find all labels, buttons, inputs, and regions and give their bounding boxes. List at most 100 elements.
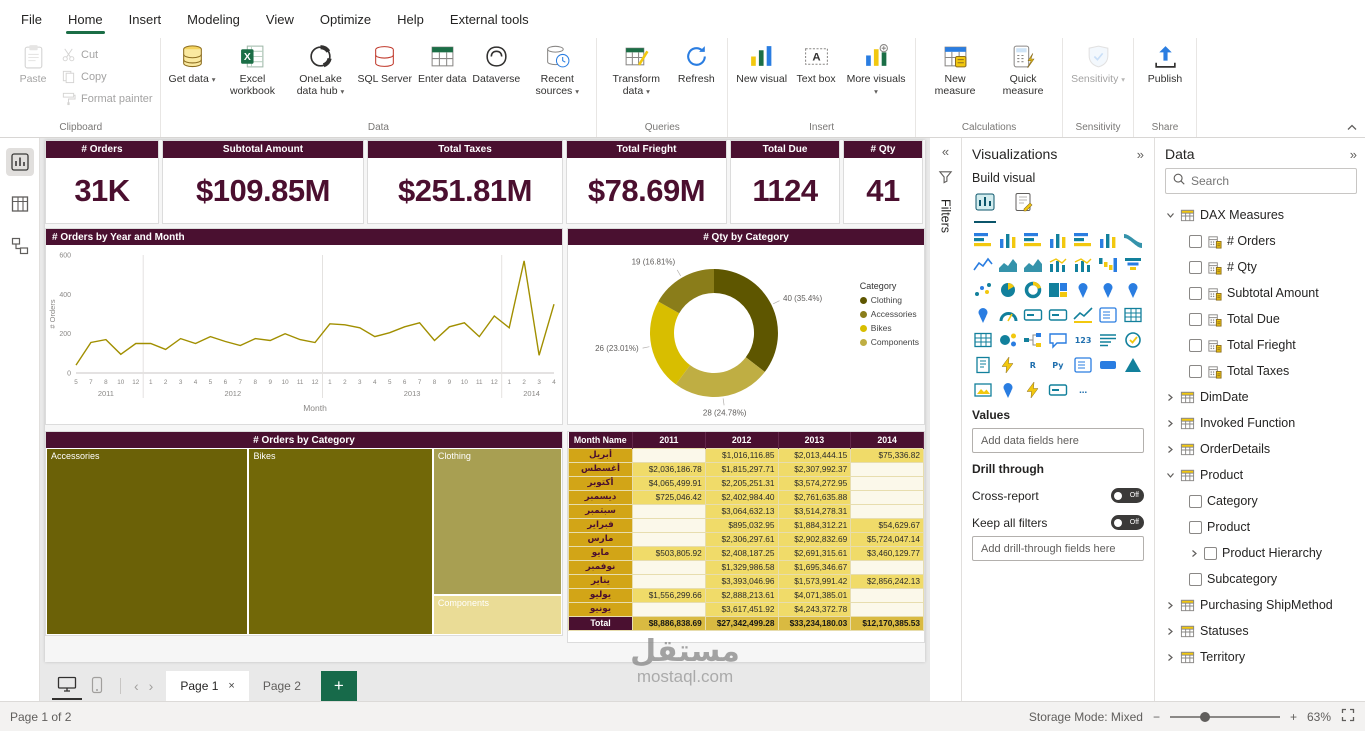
matrix-visual[interactable]: Month Name 2011 2012 2013 2014 أبريل $1,016,11…: [567, 431, 925, 643]
format-visual-tab[interactable]: [1012, 191, 1034, 223]
recent-sources-button[interactable]: Recent sources ▾: [523, 41, 591, 97]
menu-tab-view[interactable]: View: [265, 11, 294, 27]
chevron-right-icon[interactable]: [1165, 653, 1175, 662]
visual-icon-area-chart[interactable]: [997, 256, 1018, 274]
field-item-total-frieght[interactable]: Total Frieght: [1165, 332, 1357, 358]
visual-icon-r-script-visual[interactable]: R: [1029, 360, 1036, 370]
visual-icon-slicer[interactable]: [1098, 306, 1119, 324]
tree-item-invoked-function[interactable]: Invoked Function: [1165, 410, 1357, 436]
visual-icon-metrics[interactable]: [1123, 331, 1144, 349]
quick-measure-button[interactable]: Quick measure: [989, 41, 1057, 97]
visual-icon-button-visual[interactable]: [1098, 356, 1119, 374]
visual-icon-kpi[interactable]: [1073, 306, 1094, 324]
chevron-right-icon[interactable]: [1165, 419, 1175, 428]
kpi-card-total-taxes[interactable]: Total Taxes $251.81M: [367, 140, 563, 224]
visual-icon-arcgis-map[interactable]: [997, 381, 1018, 399]
tree-item-purchasing-shipmethod[interactable]: Purchasing ShipMethod: [1165, 592, 1357, 618]
cross-report-toggle[interactable]: Off: [1111, 488, 1144, 503]
expand-filters-icon[interactable]: «: [941, 144, 950, 159]
field-checkbox[interactable]: [1189, 286, 1202, 300]
visual-icon-waterfall-chart[interactable]: [1098, 256, 1119, 274]
build-visual-tab[interactable]: [974, 191, 996, 223]
get-data-button[interactable]: Get data ▾: [166, 41, 219, 85]
line-chart-visual[interactable]: # Orders by Year and Month 0 200 400 600 5 7 8…: [45, 228, 563, 425]
onelake-data-hub-button[interactable]: OneLake data hub ▾: [287, 41, 355, 97]
tree-item-statuses[interactable]: Statuses: [1165, 618, 1357, 644]
text-box-button[interactable]: A Text box: [790, 41, 842, 85]
visual-icon-donut-chart[interactable]: [1022, 281, 1043, 299]
field-checkbox[interactable]: [1189, 234, 1202, 248]
chevron-down-icon[interactable]: [1165, 211, 1175, 219]
close-page-icon[interactable]: ×: [228, 680, 235, 692]
field-search[interactable]: [1165, 168, 1357, 194]
data-view-button[interactable]: [6, 190, 34, 218]
excel-workbook-button[interactable]: X Excel workbook: [219, 41, 287, 97]
field-checkbox[interactable]: [1189, 494, 1202, 508]
visual-icon-card[interactable]: [1022, 306, 1043, 324]
visual-icon-more-visuals[interactable]: …: [1079, 385, 1088, 395]
visual-icon-stacked-column-chart[interactable]: [997, 231, 1018, 249]
visual-icon-python-visual[interactable]: Py: [1052, 360, 1064, 370]
paste-button[interactable]: Paste: [7, 41, 59, 85]
visual-icon-100-stacked-column-chart[interactable]: [1098, 231, 1119, 249]
menu-tab-external-tools[interactable]: External tools: [449, 11, 529, 27]
collapse-ribbon-button[interactable]: [1347, 119, 1357, 134]
collapse-visualizations-icon[interactable]: »: [1136, 146, 1144, 162]
treemap-node[interactable]: Components: [433, 595, 561, 634]
kpi-card-total-frieght[interactable]: Total Frieght $78.69M: [566, 140, 727, 224]
visual-icon-clustered-column-chart[interactable]: [1047, 231, 1068, 249]
visual-icon-key-influencers[interactable]: [997, 331, 1018, 349]
field-checkbox[interactable]: [1189, 260, 1202, 274]
visual-icon-line-and-stacked-column-chart[interactable]: [1047, 256, 1068, 274]
zoom-slider-handle[interactable]: [1199, 711, 1210, 722]
visual-icon-stacked-bar-chart[interactable]: [972, 231, 993, 249]
field-checkbox[interactable]: [1189, 520, 1202, 534]
more-visuals-button[interactable]: More visuals ▾: [842, 41, 910, 97]
dataverse-button[interactable]: Dataverse: [469, 41, 523, 85]
chevron-right-icon[interactable]: [1165, 601, 1175, 610]
zoom-slider[interactable]: [1169, 711, 1280, 722]
menu-tab-file[interactable]: File: [21, 11, 42, 27]
chevron-right-icon[interactable]: [1165, 627, 1175, 636]
field-item-product-hierarchy[interactable]: Product Hierarchy: [1165, 540, 1357, 566]
tree-item-territory[interactable]: Territory: [1165, 644, 1357, 670]
field-checkbox[interactable]: [1189, 364, 1202, 378]
publish-button[interactable]: Publish: [1139, 41, 1191, 85]
treemap-node[interactable]: Clothing: [433, 449, 561, 594]
transform-data-button[interactable]: Transform data ▾: [602, 41, 670, 97]
visual-icon-table[interactable]: [1123, 306, 1144, 324]
menu-tab-home[interactable]: Home: [55, 0, 116, 38]
visual-icon-multi-row-card[interactable]: [1047, 306, 1068, 324]
field-checkbox[interactable]: [1189, 338, 1202, 352]
sensitivity-button[interactable]: Sensitivity ▾: [1068, 41, 1128, 85]
visual-icon-qa-visual[interactable]: [1047, 331, 1068, 349]
new-measure-button[interactable]: New measure: [921, 41, 989, 97]
sql-server-button[interactable]: SQL Server: [355, 41, 415, 85]
field-item-subcategory[interactable]: Subcategory: [1165, 566, 1357, 592]
chevron-right-icon[interactable]: [1165, 393, 1175, 402]
visual-icon-map[interactable]: [1073, 281, 1094, 299]
menu-tab-modeling[interactable]: Modeling: [187, 11, 240, 27]
visual-icon-decomposition-tree[interactable]: [1022, 331, 1043, 349]
visual-icon-line-chart[interactable]: [972, 256, 993, 274]
tree-item-product[interactable]: Product: [1165, 462, 1357, 488]
field-item-#-qty[interactable]: # Qty: [1165, 254, 1357, 280]
treemap-node[interactable]: Bikes: [249, 449, 432, 634]
field-item-subtotal-amount[interactable]: Subtotal Amount: [1165, 280, 1357, 306]
new-visual-button[interactable]: New visual: [733, 41, 790, 85]
report-page[interactable]: # Orders 31K Subtotal Amount $109.85M Total …: [45, 140, 925, 662]
chevron-down-icon[interactable]: [1165, 471, 1175, 479]
tree-item-dax-measures[interactable]: DAX Measures: [1165, 202, 1357, 228]
visual-icon-123-card[interactable]: 123: [1074, 335, 1092, 345]
drill-through-field-well[interactable]: Add drill-through fields here: [972, 536, 1144, 561]
visual-icon-matrix[interactable]: [972, 331, 993, 349]
field-checkbox[interactable]: [1204, 546, 1217, 560]
field-item-category[interactable]: Category: [1165, 488, 1357, 514]
desktop-layout-icon[interactable]: [52, 673, 82, 700]
visual-icon-100-stacked-bar-chart[interactable]: [1073, 231, 1094, 249]
cut-button[interactable]: Cut: [61, 47, 153, 62]
visual-icon-shape-visual[interactable]: [1123, 356, 1144, 374]
visual-icon-scatter-chart[interactable]: [972, 281, 993, 299]
field-checkbox[interactable]: [1189, 572, 1202, 586]
zoom-in-button[interactable]: +: [1289, 709, 1297, 724]
